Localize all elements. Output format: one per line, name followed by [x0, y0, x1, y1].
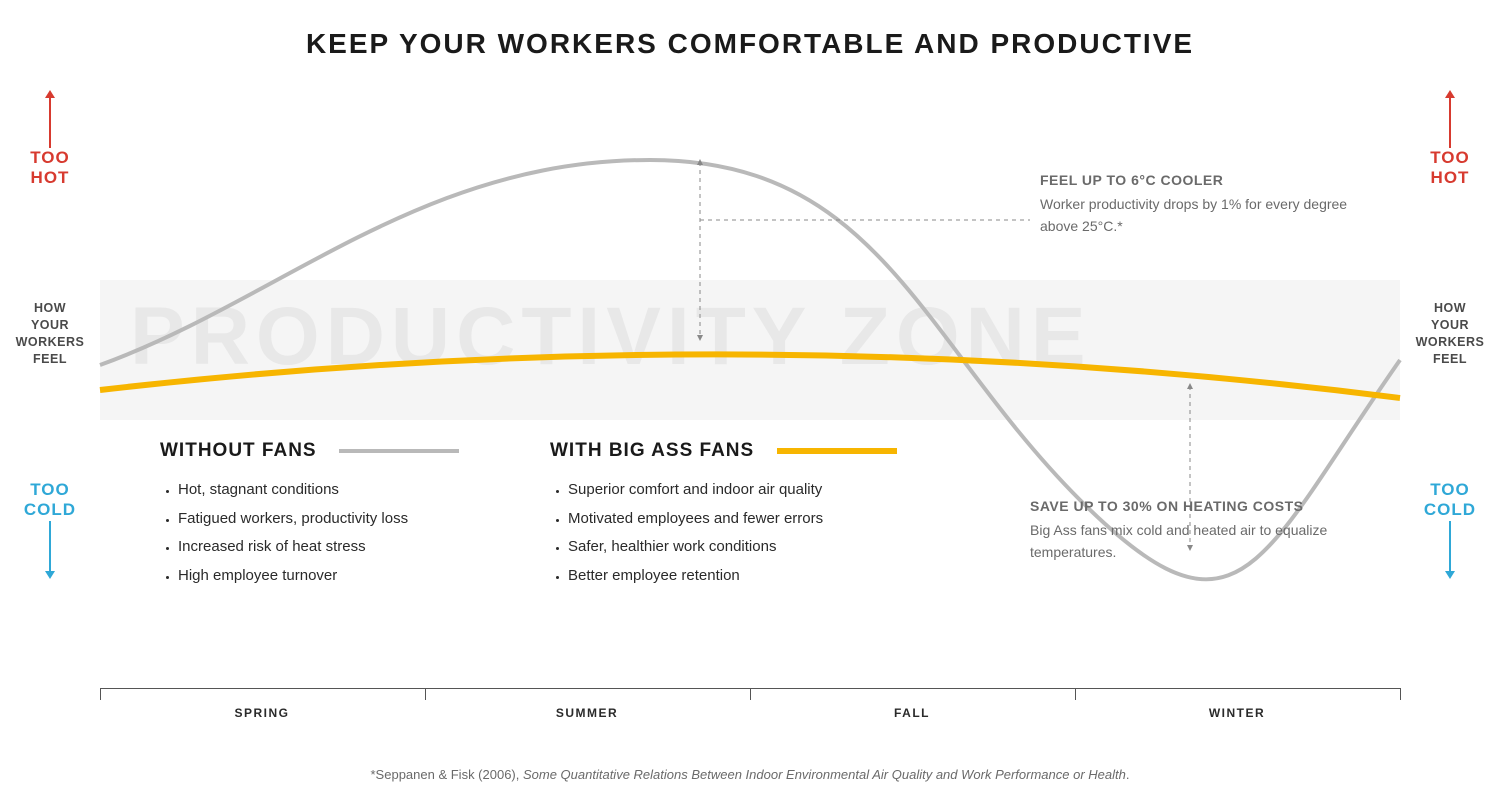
- with-fans-curve: [100, 354, 1400, 398]
- list-item: Fatigued workers, productivity loss: [178, 505, 459, 534]
- right-axis-cold: TOOCOLD: [1410, 480, 1490, 579]
- callout-cooler-title: FEEL UP TO 6°C COOLER: [1040, 172, 1360, 188]
- list-item: High employee turnover: [178, 562, 459, 591]
- season-tick: [100, 688, 101, 700]
- callout-heating-title: SAVE UP TO 30% ON HEATING COSTS: [1030, 498, 1350, 514]
- season-label: FALL: [894, 706, 930, 720]
- legend-with-fans: WITH BIG ASS FANS Superior comfort and i…: [550, 440, 897, 590]
- season-label: WINTER: [1209, 706, 1265, 720]
- season-tick: [750, 688, 751, 700]
- list-item: Hot, stagnant conditions: [178, 476, 459, 505]
- page-title: KEEP YOUR WORKERS COMFORTABLE AND PRODUC…: [0, 28, 1500, 60]
- season-axis: SPRING SUMMER FALL WINTER: [100, 688, 1400, 718]
- feel-label: HOWYOURWORKERSFEEL: [1410, 300, 1490, 368]
- too-hot-label: TOOHOT: [10, 148, 90, 189]
- left-axis-cold: TOOCOLD: [10, 480, 90, 579]
- season-tick: [1075, 688, 1076, 700]
- footnote: *Seppanen & Fisk (2006), Some Quantitati…: [0, 767, 1500, 782]
- list-item: Safer, healthier work conditions: [568, 533, 897, 562]
- too-cold-label: TOOCOLD: [1410, 480, 1490, 521]
- right-axis-feel: HOWYOURWORKERSFEEL: [1410, 300, 1490, 368]
- season-label: SPRING: [234, 706, 289, 720]
- feel-label: HOWYOURWORKERSFEEL: [10, 300, 90, 368]
- left-axis-hot: TOOHOT: [10, 90, 90, 189]
- list-item: Better employee retention: [568, 562, 897, 591]
- right-axis-hot: TOOHOT: [1410, 90, 1490, 189]
- arrow-up-icon: [43, 90, 57, 148]
- footnote-suffix: .: [1126, 767, 1130, 782]
- footnote-prefix: *Seppanen & Fisk (2006),: [371, 767, 523, 782]
- legend-without-swatch: [339, 449, 459, 453]
- too-hot-label: TOOHOT: [1410, 148, 1490, 189]
- callout-cooler: FEEL UP TO 6°C COOLER Worker productivit…: [1040, 172, 1360, 237]
- chart-area: PRODUCTIVITY ZONE TOOHOT HOWYOURWORKERSF…: [100, 100, 1400, 680]
- callout-heating: SAVE UP TO 30% ON HEATING COSTS Big Ass …: [1030, 498, 1350, 563]
- left-axis-feel: HOWYOURWORKERSFEEL: [10, 300, 90, 368]
- season-tick: [1400, 688, 1401, 700]
- season-label: SUMMER: [556, 706, 618, 720]
- season-tick: [425, 688, 426, 700]
- callout-cooler-body: Worker productivity drops by 1% for ever…: [1040, 194, 1360, 237]
- arrow-down-icon: [1443, 521, 1457, 579]
- legend-without-fans: WITHOUT FANS Hot, stagnant conditionsFat…: [160, 440, 459, 590]
- list-item: Superior comfort and indoor air quality: [568, 476, 897, 505]
- list-item: Increased risk of heat stress: [178, 533, 459, 562]
- footnote-italic: Some Quantitative Relations Between Indo…: [523, 767, 1126, 782]
- legend-with-list: Superior comfort and indoor air qualityM…: [550, 476, 897, 590]
- legend-without-title: WITHOUT FANS: [160, 440, 317, 462]
- arrow-up-icon: [1443, 90, 1457, 148]
- legend-without-list: Hot, stagnant conditionsFatigued workers…: [160, 476, 459, 590]
- legend-with-title: WITH BIG ASS FANS: [550, 440, 754, 462]
- callout-heating-body: Big Ass fans mix cold and heated air to …: [1030, 520, 1350, 563]
- legend-with-swatch: [777, 448, 897, 454]
- arrow-down-icon: [43, 521, 57, 579]
- too-cold-label: TOOCOLD: [10, 480, 90, 521]
- list-item: Motivated employees and fewer errors: [568, 505, 897, 534]
